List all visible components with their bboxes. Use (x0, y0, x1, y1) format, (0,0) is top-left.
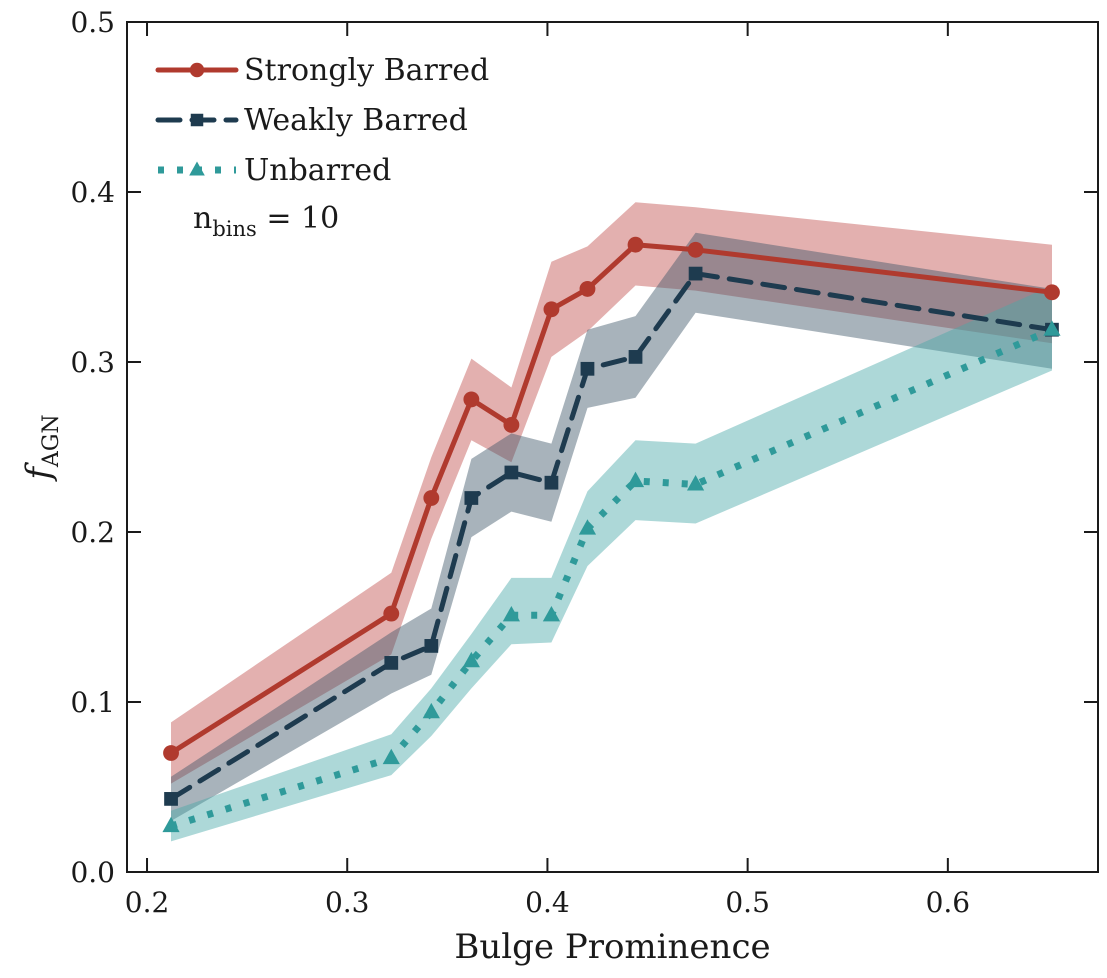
strongly-barred-point (383, 605, 400, 622)
unbarred-point (686, 475, 705, 491)
annotation-rest: = 10 (257, 201, 339, 236)
unbarred-point (1043, 320, 1061, 336)
y-axis-title-sub: AGN (39, 414, 64, 468)
legend-marker-unbarred (189, 161, 205, 176)
strongly-barred-line (168, 242, 1055, 756)
weakly-barred-point (580, 361, 595, 376)
x-tick-label: 0.5 (725, 886, 770, 919)
weakly-barred-point (544, 475, 559, 490)
weakly-barred-point (424, 639, 439, 653)
plot-frame (126, 21, 1099, 873)
legend-label-unbarred: Unbarred (244, 153, 391, 188)
weakly-barred-band (171, 232, 1052, 822)
y-tick-label: 0.5 (70, 6, 115, 39)
strongly-barred-point (503, 416, 520, 433)
strongly-barred-point (1044, 284, 1060, 301)
y-tick-label: 0.2 (70, 516, 115, 549)
y-tick-label: 0.0 (70, 856, 115, 889)
x-tick-label: 0.2 (125, 886, 170, 919)
strongly-barred-point (627, 236, 644, 253)
unbarred-line (169, 326, 1054, 830)
unbarred-point (502, 605, 520, 622)
strongly-barred-point (579, 280, 596, 297)
weakly-barred-point (164, 792, 178, 806)
weakly-barred-point (688, 266, 703, 281)
y-tick-label: 0.3 (70, 346, 115, 379)
unbarred-band (171, 285, 1052, 842)
unbarred-point (422, 702, 440, 719)
lines-layer (168, 242, 1055, 830)
unbarred-point (462, 651, 480, 668)
x-tick-label: 0.6 (926, 886, 971, 919)
strongly-barred-point (543, 301, 560, 318)
weakly-barred-point (504, 465, 519, 480)
legend-marker-strongly-barred (189, 62, 205, 78)
strongly-barred-point (163, 745, 179, 761)
unbarred-point (162, 816, 180, 833)
annotation-main: n (193, 201, 212, 236)
strongly-barred-point (463, 391, 480, 408)
annotation-sub: bins (212, 217, 256, 241)
strongly-barred-point (687, 241, 704, 258)
y-tick-label: 0.4 (70, 176, 115, 209)
unbarred-point (626, 471, 645, 488)
unbarred-point (542, 605, 561, 622)
legend: Strongly Barred Weakly Barred Unbarred (155, 53, 489, 188)
bands-layer (171, 202, 1052, 842)
nbins-annotation: nbins = 10 (193, 201, 339, 241)
markers-layer (162, 236, 1061, 833)
y-axis-title: fAGN (19, 414, 64, 482)
legend-label-strongly-barred: Strongly Barred (244, 53, 489, 88)
legend-marker-weakly-barred (190, 113, 204, 127)
x-axis-title: Bulge Prominence (454, 927, 770, 967)
y-tick-label: 0.1 (70, 686, 115, 719)
weakly-barred-line (168, 271, 1055, 802)
x-tick-label: 0.4 (525, 886, 570, 919)
strongly-barred-point (423, 490, 440, 506)
weakly-barred-point (628, 350, 643, 364)
weakly-barred-point (464, 491, 479, 505)
unbarred-point (382, 748, 400, 765)
weakly-barred-point (384, 656, 399, 670)
unbarred-point (578, 519, 597, 535)
x-tick-label: 0.3 (325, 886, 370, 919)
legend-label-weakly-barred: Weakly Barred (244, 103, 468, 138)
ticks-layer: 0.2 0.3 0.4 0.5 0.6 0.0 0.1 0.2 0.3 0.4 0.5 (70, 6, 1098, 919)
strongly-barred-band (171, 202, 1052, 784)
